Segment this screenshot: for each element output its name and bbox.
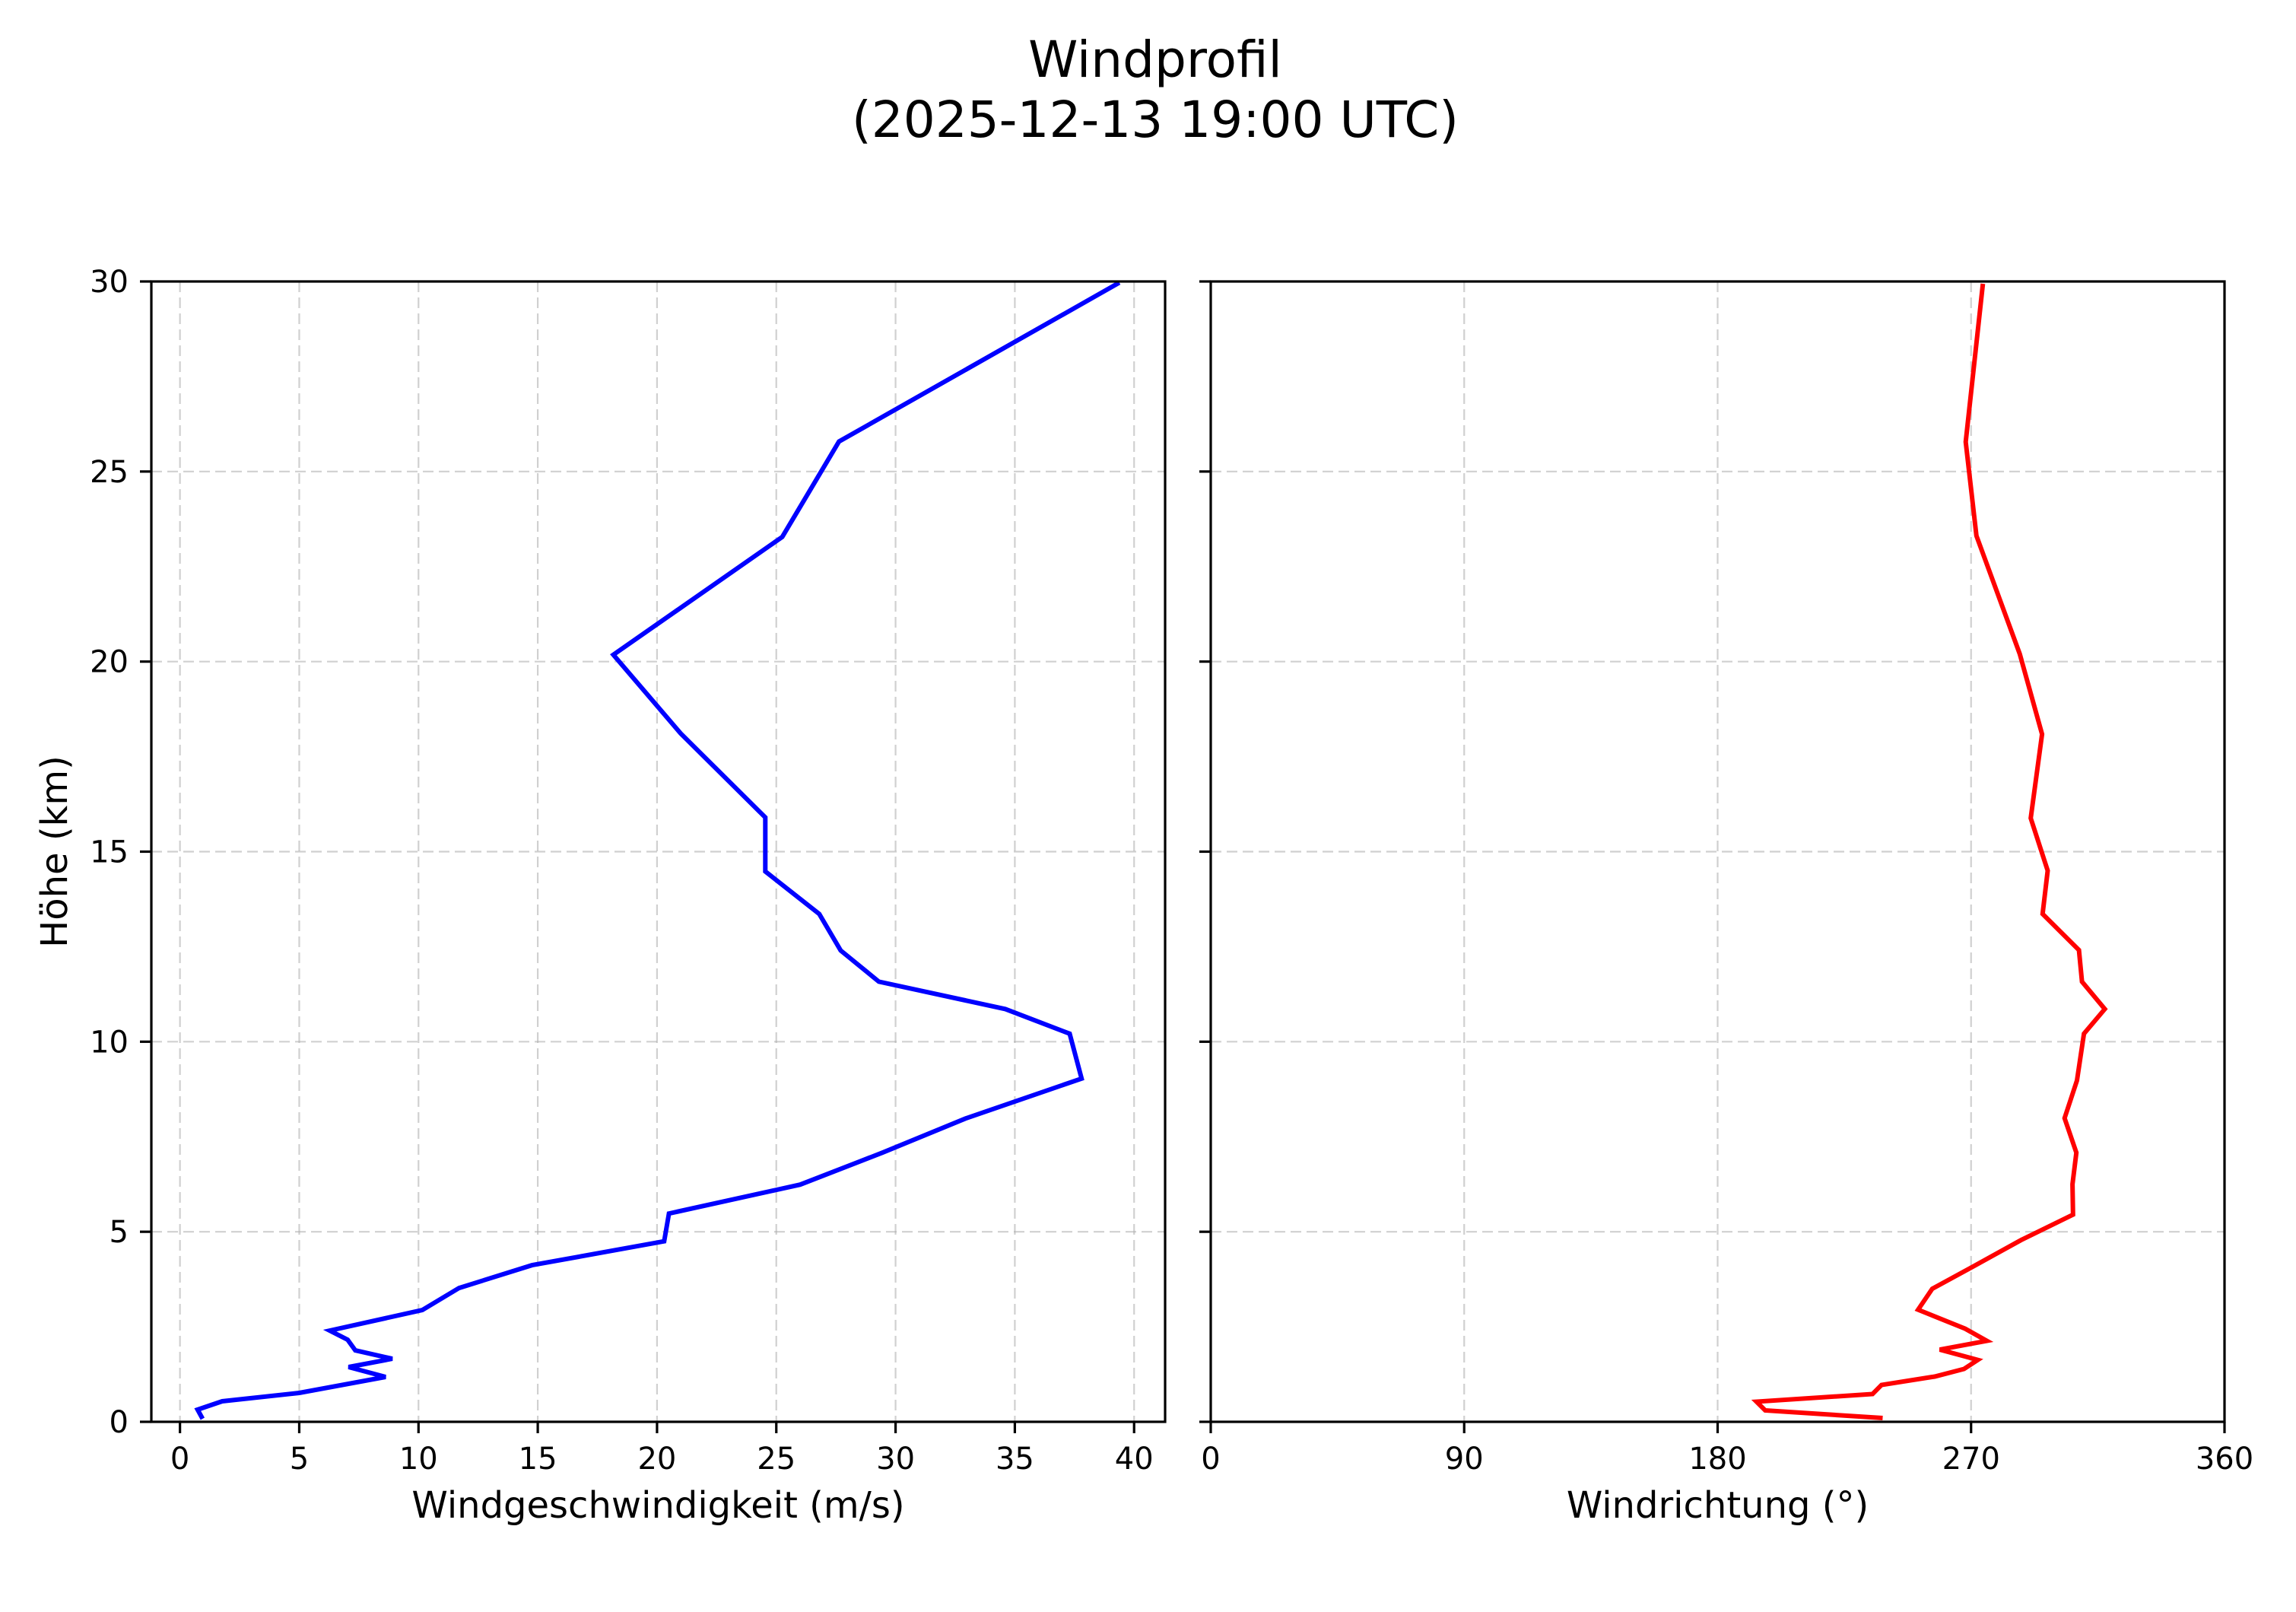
wind-speed-x-ticks: 0 5 10 15 20 25 30 35 40	[170, 1422, 1154, 1477]
height-y-axis-label: Höhe (km)	[33, 755, 76, 948]
y-tick-label: 15	[90, 835, 129, 870]
x-tick-label: 25	[757, 1442, 796, 1477]
figure-title: Windprofil	[1028, 30, 1282, 89]
wind-speed-panel: 0 5 10 15 20 25 30 35 40 0 5 10 15 20 25 30 Windgeschw…	[33, 265, 1167, 1527]
x-tick-label: 0	[170, 1442, 189, 1477]
y-tick-label: 20	[90, 645, 129, 680]
x-tick-label: 30	[876, 1442, 915, 1477]
x-tick-label: 35	[996, 1442, 1034, 1477]
shared-height-y-ticks	[1199, 280, 1211, 1423]
x-tick-label: 40	[1115, 1442, 1154, 1477]
y-tick-label: 30	[90, 265, 129, 300]
x-tick-label: 15	[519, 1442, 557, 1477]
y-tick-label: 25	[90, 455, 129, 490]
y-tick-label: 5	[110, 1215, 129, 1250]
figure-subtitle-timestamp: (2025-12-13 19:00 UTC)	[852, 91, 1459, 149]
wind-speed-x-axis-label: Windgeschwindigkeit (m/s)	[411, 1484, 904, 1527]
height-y-ticks: 0 5 10 15 20 25 30	[90, 265, 151, 1440]
x-tick-label: 360	[2196, 1442, 2253, 1477]
x-tick-label: 0	[1201, 1442, 1220, 1477]
wind-direction-x-ticks: 0 90 180 270 360	[1201, 1422, 2253, 1477]
x-tick-label: 20	[637, 1442, 676, 1477]
y-tick-label: 10	[90, 1025, 129, 1060]
wind-direction-line	[1751, 283, 2108, 1420]
x-tick-label: 270	[1942, 1442, 2000, 1477]
y-tick-label: 0	[110, 1405, 129, 1440]
wind-direction-x-axis-label: Windrichtung (°)	[1567, 1484, 1869, 1527]
wind-direction-panel: 0 90 180 270 360 Windrichtung (°)	[1199, 280, 2253, 1527]
x-tick-label: 90	[1445, 1442, 1484, 1477]
x-tick-label: 5	[290, 1442, 309, 1477]
wind-speed-line	[194, 280, 1121, 1420]
x-tick-label: 180	[1688, 1442, 1746, 1477]
x-tick-label: 10	[399, 1442, 438, 1477]
